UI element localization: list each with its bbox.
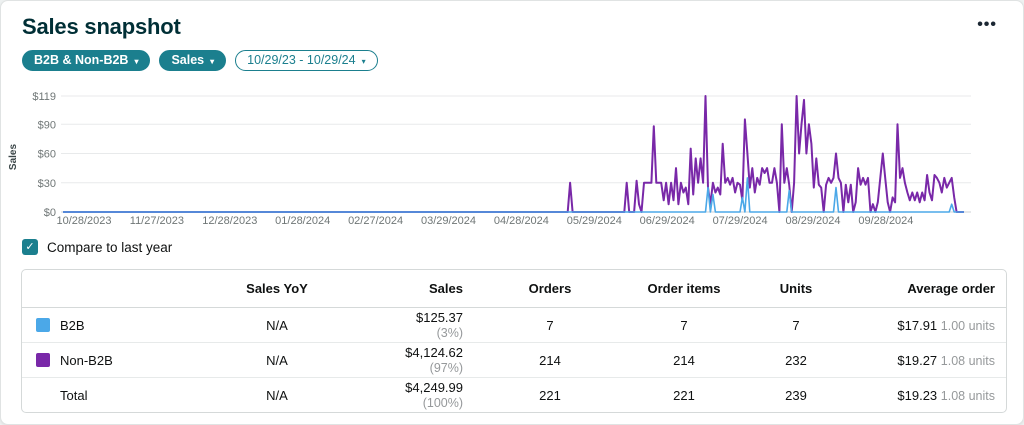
average-units: 1.00 units: [940, 318, 995, 333]
svg-text:$119: $119: [32, 91, 56, 103]
total-legend-spacer: [36, 388, 50, 402]
svg-text:05/29/2024: 05/29/2024: [567, 215, 622, 227]
col-header-average-order: Average order: [837, 270, 1006, 308]
svg-text:01/28/2024: 01/28/2024: [275, 215, 330, 227]
cell-units: 7: [755, 307, 837, 343]
cell-order-items: 221: [673, 387, 695, 403]
svg-text:Sales: Sales: [8, 143, 19, 170]
svg-text:$60: $60: [38, 149, 56, 161]
table-header-row: Sales YoY Sales Orders Order items Units…: [22, 270, 1006, 308]
cell-orders: 7: [487, 307, 613, 343]
svg-text:04/28/2024: 04/28/2024: [494, 215, 549, 227]
page-title: Sales snapshot: [22, 14, 181, 39]
sales-percent: (100%): [422, 396, 463, 410]
svg-text:$30: $30: [38, 178, 56, 190]
compare-checkbox[interactable]: ✓: [22, 239, 38, 255]
account-type-filter-dropdown[interactable]: B2B & Non-B2B ▾: [22, 50, 151, 71]
ellipsis-icon: •••: [977, 16, 997, 33]
date-range-filter-dropdown[interactable]: 10/29/23 - 10/29/24 ▾: [235, 50, 378, 71]
cell-order-items: 214: [613, 342, 755, 378]
sales-summary-table: Sales YoY Sales Orders Order items Units…: [21, 269, 1007, 413]
svg-text:$0: $0: [44, 207, 56, 219]
col-header-order-items: Order items: [613, 270, 755, 308]
col-header-sales: Sales: [392, 270, 487, 308]
cell-sales-yoy: N/A: [266, 387, 288, 403]
svg-text:08/29/2024: 08/29/2024: [785, 215, 840, 227]
table-row: Total N/A $4,249.99 (100%) 221 221 239 $…: [22, 378, 1006, 413]
svg-text:$90: $90: [38, 119, 56, 131]
metric-filter-label: Sales: [171, 53, 205, 68]
metric-filter-dropdown[interactable]: Sales ▾: [159, 50, 227, 71]
non-b2b-legend-swatch: [36, 352, 50, 367]
col-header-series: [22, 270, 162, 308]
table-row: Non-B2B N/A $4,124.62 (97%) 214 214 232 …: [22, 342, 1006, 378]
cell-sales-yoy: N/A: [162, 342, 392, 378]
sales-percent: (3%): [436, 326, 463, 340]
cell-sales-yoy: N/A: [162, 307, 392, 343]
compare-to-last-year-toggle[interactable]: ✓ Compare to last year: [22, 239, 172, 255]
row-name: Non-B2B: [60, 352, 113, 368]
cell-average-order: $19.27 1.08 units: [837, 342, 1006, 378]
chevron-down-icon: ▾: [210, 56, 215, 66]
compare-label: Compare to last year: [47, 239, 173, 255]
cell-sales: $125.37 (3%): [392, 307, 487, 343]
cell-units: 239: [785, 387, 807, 403]
cell-average-order: $19.23 1.08 units: [897, 387, 995, 403]
sales-percent: (97%): [429, 361, 463, 375]
svg-text:11/27/2023: 11/27/2023: [130, 215, 184, 227]
account-type-filter-label: B2B & Non-B2B: [34, 53, 129, 68]
cell-units: 232: [755, 342, 837, 378]
cell-average-order: $17.91 1.00 units: [837, 307, 1006, 343]
average-units: 1.08 units: [940, 353, 995, 368]
svg-text:02/27/2024: 02/27/2024: [348, 215, 403, 227]
svg-text:10/28/2023: 10/28/2023: [56, 215, 111, 227]
row-name: Total: [60, 387, 88, 403]
b2b-legend-swatch: [36, 317, 50, 332]
table-row: B2B N/A $125.37 (3%) 7 7 7 $17.91 1.00 u…: [22, 307, 1006, 343]
chevron-down-icon: ▾: [134, 56, 139, 66]
svg-text:06/29/2024: 06/29/2024: [640, 215, 695, 227]
cell-sales: $4,124.62 (97%): [392, 342, 487, 378]
svg-text:03/29/2024: 03/29/2024: [421, 215, 476, 227]
sales-chart: $0 $30 $60 $90 $119 10/28/2023 11/27/2023 12/28…: [8, 91, 971, 227]
col-header-units: Units: [755, 270, 837, 308]
overflow-menu-button[interactable]: •••: [973, 13, 1001, 37]
svg-text:09/28/2024: 09/28/2024: [858, 215, 913, 227]
svg-text:12/28/2023: 12/28/2023: [202, 215, 257, 227]
filter-bar: B2B & Non-B2B ▾ Sales ▾ 10/29/23 - 10/29…: [22, 50, 378, 71]
col-header-orders: Orders: [487, 270, 613, 308]
date-range-filter-label: 10/29/23 - 10/29/24: [247, 53, 356, 68]
row-name: B2B: [60, 317, 85, 333]
average-units: 1.08 units: [940, 388, 995, 403]
cell-orders: 214: [487, 342, 613, 378]
checkmark-icon: ✓: [25, 240, 35, 253]
svg-text:07/29/2024: 07/29/2024: [713, 215, 768, 227]
cell-orders: 221: [539, 387, 561, 403]
col-header-sales-yoy: Sales YoY: [162, 270, 392, 308]
cell-order-items: 7: [613, 307, 755, 343]
cell-sales: $4,249.99 (100%): [405, 380, 463, 410]
chevron-down-icon: ▾: [361, 56, 366, 66]
